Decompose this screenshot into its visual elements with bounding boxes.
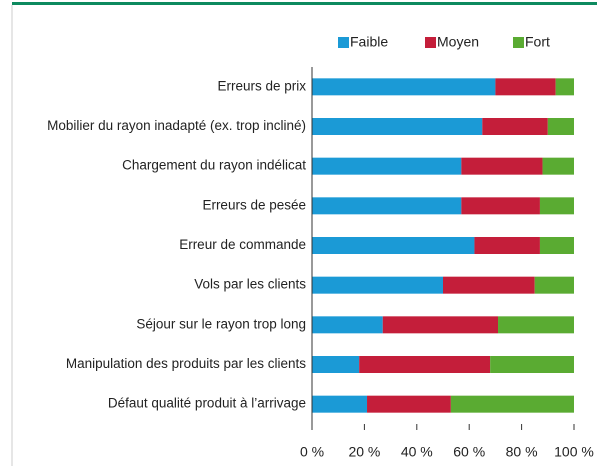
bar-segment xyxy=(312,356,360,373)
y-tick-label: Mobilier du rayon inadapté (ex. trop inc… xyxy=(47,118,306,133)
bar-segment xyxy=(312,157,462,175)
x-tick-label: 0 % xyxy=(300,444,324,460)
bar-segment xyxy=(461,157,543,175)
bar-segment xyxy=(474,237,540,254)
legend-label: Fort xyxy=(525,34,550,50)
y-tick-label: Manipulation des produits par les client… xyxy=(66,356,306,371)
y-tick-label: Erreurs de pesée xyxy=(202,197,306,212)
legend-swatch xyxy=(425,37,436,48)
y-tick-label: Séjour sur le rayon trop long xyxy=(136,316,306,331)
legend-swatch xyxy=(338,37,349,48)
legend-label: Faible xyxy=(350,34,388,50)
y-tick-label: Défaut qualité produit à l’arrivage xyxy=(108,396,306,411)
bar-segment xyxy=(359,356,491,373)
bar-segment xyxy=(495,78,556,96)
x-tick-label: 80 % xyxy=(506,444,538,460)
x-tick-label: 60 % xyxy=(453,444,485,460)
bar-segment xyxy=(482,118,548,135)
bar-segment xyxy=(539,237,574,254)
bar-segment xyxy=(312,78,496,96)
x-tick-label: 20 % xyxy=(348,444,380,460)
bar-segment xyxy=(555,78,574,96)
bar-segment xyxy=(461,197,540,215)
bar-segment xyxy=(498,316,574,334)
y-tick-label: Erreurs de prix xyxy=(217,78,306,93)
legend-swatch xyxy=(513,37,524,48)
bar-segment xyxy=(367,395,451,413)
y-tick-label: Erreur de commande xyxy=(179,237,306,252)
legend-label: Moyen xyxy=(437,34,479,50)
bar-segment xyxy=(312,395,368,413)
bar-segment xyxy=(542,157,574,175)
bar-segment xyxy=(490,356,574,373)
bar-segment xyxy=(450,395,574,413)
bar-segment xyxy=(312,316,383,334)
y-tick-label: Chargement du rayon indélicat xyxy=(122,158,306,173)
x-tick-label: 40 % xyxy=(401,444,433,460)
bar-segment xyxy=(443,276,535,294)
bar-segment xyxy=(539,197,574,215)
y-tick-label: Vols par les clients xyxy=(194,277,306,292)
top-rule xyxy=(12,2,597,5)
bar-segment xyxy=(534,276,574,294)
bar-segment xyxy=(312,118,483,135)
bar-segment xyxy=(312,237,475,254)
bar-segment xyxy=(312,197,462,215)
x-tick-label: 100 % xyxy=(554,444,594,460)
bar-segment xyxy=(547,118,574,135)
bar-segment xyxy=(312,276,443,294)
bar-segment xyxy=(382,316,499,334)
